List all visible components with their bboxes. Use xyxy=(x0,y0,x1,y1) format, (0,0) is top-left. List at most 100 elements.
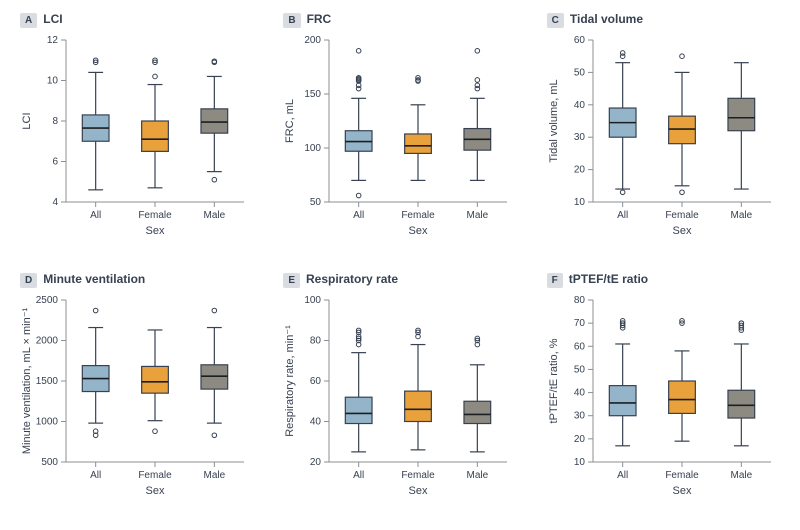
panel-d: DMinute ventilation5001000150020002500Al… xyxy=(20,272,253,502)
svg-text:10: 10 xyxy=(47,76,59,87)
panel-tag: A xyxy=(20,13,37,28)
svg-text:60: 60 xyxy=(574,35,586,46)
box-male xyxy=(201,109,228,133)
panel-title: A LCI xyxy=(20,12,253,28)
box-all xyxy=(609,386,636,416)
box-female xyxy=(142,121,169,151)
svg-text:Male: Male xyxy=(467,470,489,481)
svg-text:8: 8 xyxy=(52,116,58,127)
svg-text:40: 40 xyxy=(574,388,586,399)
panel-title-text: tPTEF/tE ratio xyxy=(569,272,648,286)
svg-text:100: 100 xyxy=(305,143,322,154)
panel-title-text: Tidal volume xyxy=(570,12,643,26)
svg-text:20: 20 xyxy=(574,165,586,176)
svg-text:Minute ventilation, mL × min⁻¹: Minute ventilation, mL × min⁻¹ xyxy=(21,308,33,455)
svg-text:60: 60 xyxy=(310,376,322,387)
svg-text:Sex: Sex xyxy=(146,485,165,497)
svg-text:Female: Female xyxy=(665,210,699,221)
svg-text:30: 30 xyxy=(574,411,586,422)
chart-svg: 102030405060AllFemaleMaleSexTidal volume… xyxy=(547,32,777,242)
svg-text:All: All xyxy=(90,470,101,481)
svg-text:2000: 2000 xyxy=(36,336,59,347)
svg-text:All: All xyxy=(617,470,628,481)
svg-text:Respiratory rate, min⁻¹: Respiratory rate, min⁻¹ xyxy=(284,325,296,437)
svg-text:6: 6 xyxy=(52,157,58,168)
svg-text:Female: Female xyxy=(402,470,436,481)
svg-text:12: 12 xyxy=(47,35,59,46)
svg-text:Male: Male xyxy=(730,470,752,481)
svg-text:50: 50 xyxy=(574,364,586,375)
svg-text:200: 200 xyxy=(305,35,322,46)
svg-text:Sex: Sex xyxy=(409,225,428,237)
panel-e: ERespiratory rate20406080100AllFemaleMal… xyxy=(283,272,516,502)
box-female xyxy=(142,366,169,393)
svg-text:20: 20 xyxy=(574,434,586,445)
svg-text:All: All xyxy=(353,210,364,221)
svg-text:Sex: Sex xyxy=(146,225,165,237)
svg-text:Tidal volume, mL: Tidal volume, mL xyxy=(548,79,560,162)
box-male xyxy=(464,401,491,423)
svg-text:All: All xyxy=(90,210,101,221)
panel-tag: F xyxy=(547,273,563,288)
svg-text:80: 80 xyxy=(574,295,586,306)
svg-text:FRC, mL: FRC, mL xyxy=(284,99,296,143)
svg-text:20: 20 xyxy=(310,457,322,468)
svg-text:Male: Male xyxy=(203,470,225,481)
chart-svg: 50 100 150 200 All Female Male Sex FRC, mL xyxy=(283,32,513,242)
svg-text:Male: Male xyxy=(203,210,225,221)
chart-svg: 5001000150020002500AllFemaleMaleSexMinut… xyxy=(20,292,250,502)
chart-svg: 20406080100AllFemaleMaleSexRespiratory r… xyxy=(283,292,513,502)
svg-text:Male: Male xyxy=(467,210,489,221)
box-male xyxy=(728,390,755,418)
svg-text:Sex: Sex xyxy=(409,485,428,497)
svg-text:500: 500 xyxy=(41,457,58,468)
svg-text:60: 60 xyxy=(574,341,586,352)
svg-text:80: 80 xyxy=(310,336,322,347)
svg-text:Female: Female xyxy=(665,470,699,481)
panel-b: B FRC 50 100 150 200 All Female Male Sex FRC, mL xyxy=(283,12,516,242)
svg-text:1500: 1500 xyxy=(36,376,59,387)
svg-text:100: 100 xyxy=(305,295,322,306)
svg-text:Sex: Sex xyxy=(672,225,691,237)
panel-title-text: LCI xyxy=(43,12,62,26)
svg-text:LCI: LCI xyxy=(21,112,33,129)
box-female xyxy=(668,381,695,413)
box-female xyxy=(668,116,695,144)
svg-text:10: 10 xyxy=(574,197,586,208)
panel-title-text: FRC xyxy=(307,12,332,26)
panel-tag: C xyxy=(547,13,564,28)
box-male xyxy=(201,365,228,389)
box-male xyxy=(728,98,755,130)
panel-tag: B xyxy=(283,13,300,28)
panel-f: FtPTEF/tE ratio 10 20 30 40 50 60 70 80 All Female… xyxy=(547,272,780,502)
svg-text:Female: Female xyxy=(138,210,172,221)
chart-svg: 1020304050607080AllFemaleMaleSextPTEF/tE… xyxy=(547,292,777,502)
panel-tag: D xyxy=(20,273,37,288)
panel-title: E Respiratory rate xyxy=(283,272,516,288)
box-female xyxy=(405,391,432,421)
panel-tag: E xyxy=(283,273,300,288)
svg-text:50: 50 xyxy=(574,67,586,78)
svg-text:10: 10 xyxy=(574,457,586,468)
panel-title-text: Minute ventilation xyxy=(43,272,145,286)
svg-text:2500: 2500 xyxy=(36,295,59,306)
panel-grid: A LCI 4 6 8 10 12 All Female Male Sex LCI B FRC 50 100 1… xyxy=(20,12,780,502)
svg-text:Sex: Sex xyxy=(672,485,691,497)
panel-title-text: Respiratory rate xyxy=(306,272,398,286)
panel-c: CTidal volume102030405060AllFemaleMaleSe… xyxy=(547,12,780,242)
panel-title: C Tidal volume xyxy=(547,12,780,28)
svg-text:Female: Female xyxy=(402,210,436,221)
panel-title: FtPTEF/tE ratio xyxy=(547,272,780,288)
chart-svg: 4 6 8 10 12 All Female Male Sex LCI xyxy=(20,32,250,242)
svg-text:50: 50 xyxy=(310,197,322,208)
svg-text:All: All xyxy=(617,210,628,221)
svg-text:4: 4 xyxy=(52,197,58,208)
svg-text:150: 150 xyxy=(305,89,322,100)
panel-a: A LCI 4 6 8 10 12 All Female Male Sex LCI xyxy=(20,12,253,242)
svg-text:70: 70 xyxy=(574,318,586,329)
box-female xyxy=(405,134,432,153)
svg-text:Male: Male xyxy=(730,210,752,221)
svg-text:40: 40 xyxy=(574,100,586,111)
svg-text:40: 40 xyxy=(310,417,322,428)
panel-title: D Minute ventilation xyxy=(20,272,253,288)
